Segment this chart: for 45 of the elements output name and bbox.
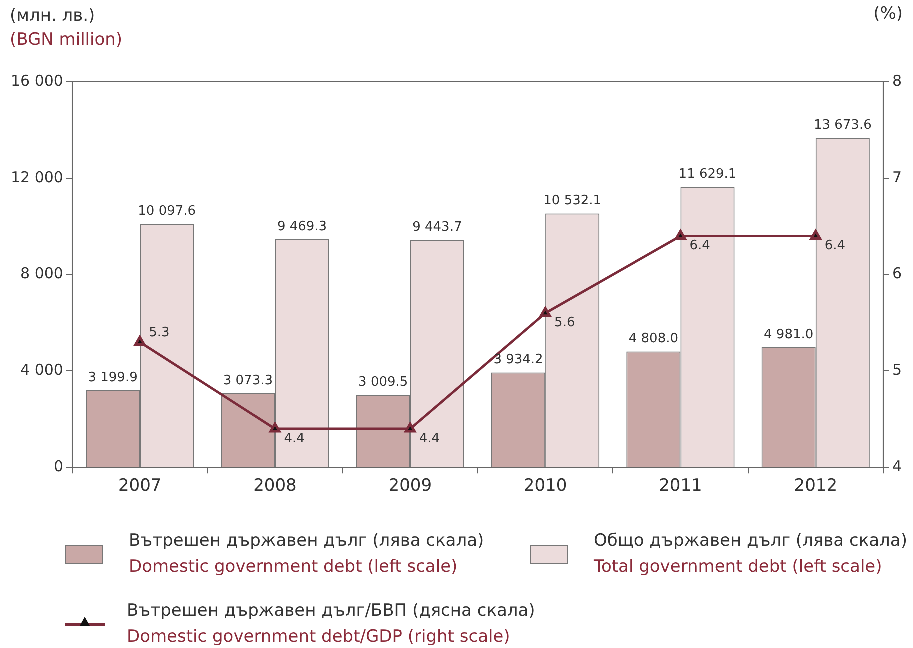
x-tick-label: 2008 <box>254 476 297 496</box>
point <box>540 307 552 318</box>
legend-label: Вътрешен държавен дълг (лява скала) Domestic government debt (left scale) <box>129 530 484 579</box>
y-tick-label: 0 <box>54 457 64 476</box>
y-tick-label: 12 000 <box>10 168 64 186</box>
y2-tick-label: 5 <box>892 361 902 380</box>
data-label: 11 629.1 <box>678 167 737 182</box>
data-label: 6.4 <box>690 238 710 254</box>
x-tick-label: 2009 <box>388 476 432 496</box>
y2-tick-label: 8 <box>892 72 902 90</box>
data-label: 6.4 <box>824 238 846 254</box>
legend-label: Вътрешен държавен дълг/БВП (дясна скала) Domestic government debt/GDP (right scale) <box>127 600 536 648</box>
y2-tick-label: 7 <box>892 168 902 186</box>
x-tick-label: 2010 <box>524 476 568 496</box>
data-label: 4.4 <box>419 431 440 446</box>
data-label: 5.3 <box>149 326 170 341</box>
point <box>810 230 822 240</box>
legend-label: Общо държавен дълг (лява скала) Total government debt (left scale) <box>594 530 908 579</box>
point <box>675 230 686 240</box>
y2-axis-title: (%) <box>874 4 903 24</box>
point <box>270 422 281 433</box>
x-tick-label: 2011 <box>659 476 702 496</box>
y2-tick-label: 6 <box>892 264 902 283</box>
y-axis-title: (млн. лв.) (BGN million) <box>10 5 123 52</box>
y-tick-label: 16 000 <box>10 72 64 90</box>
data-label: 4 808.0 <box>628 332 678 347</box>
x-tick-label: 2012 <box>794 476 838 496</box>
y-tick-label: 4 000 <box>20 361 64 380</box>
data-label: 3 073.3 <box>223 373 274 388</box>
data-label: 13 673.6 <box>814 118 872 133</box>
point <box>134 336 146 346</box>
y-tick-label: 8 000 <box>20 264 64 283</box>
data-label: 4.4 <box>284 431 305 446</box>
data-label: 10 532.1 <box>544 194 602 209</box>
data-label: 5.6 <box>554 316 576 331</box>
y2-tick-label: 4 <box>892 457 902 476</box>
data-label: 3 199.9 <box>88 370 138 386</box>
data-label: 9 469.3 <box>277 219 328 234</box>
x-tick-label: 2007 <box>118 476 162 496</box>
data-label: 9 443.7 <box>412 220 462 235</box>
data-label: 3 934.2 <box>494 352 544 368</box>
data-label: 3 009.5 <box>358 374 408 390</box>
data-label: 4 981.0 <box>764 327 814 342</box>
data-label: 10 097.6 <box>138 204 196 220</box>
point <box>404 422 416 433</box>
